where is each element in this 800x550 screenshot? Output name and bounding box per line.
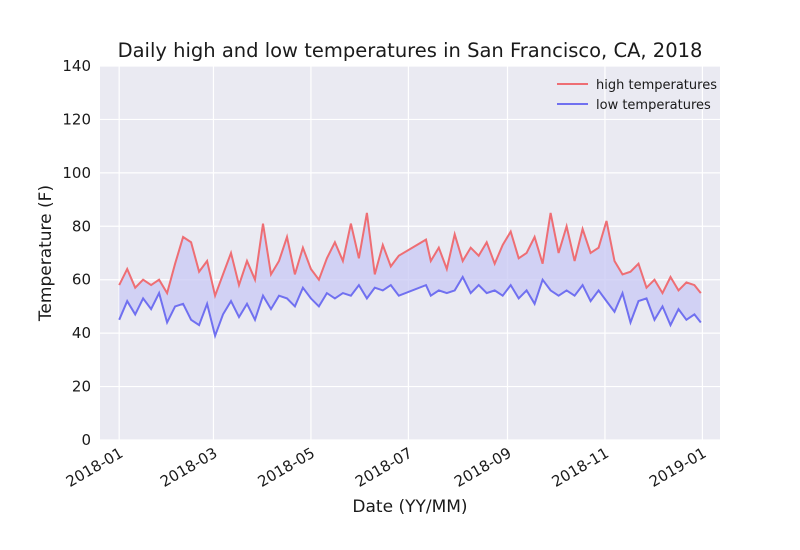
series-line-high: [118, 212, 702, 300]
x-tick-label: 2019-01: [646, 444, 709, 491]
y-tick-label: 120: [62, 110, 91, 128]
y-tick-label: 60: [72, 271, 91, 289]
legend-label-high: high temperatures: [596, 78, 717, 93]
x-tick-label: 2018-01: [63, 444, 126, 491]
y-tick-label: 80: [72, 217, 91, 235]
chart-title: Daily high and low temperatures in San F…: [118, 39, 703, 62]
y-tick-label: 140: [62, 57, 91, 75]
x-axis-label: Date (YY/MM): [352, 497, 467, 517]
y-axis-label: Temperature (F): [36, 185, 56, 322]
series-line-low: [118, 274, 702, 340]
gridlines: [100, 65, 720, 441]
temperature-range-fill: [119, 212, 701, 336]
x-tick-label: 2018-09: [451, 444, 514, 491]
y-tick-label: 40: [72, 324, 91, 342]
y-tick-label: 0: [81, 431, 91, 449]
x-tick-label: 2018-05: [255, 444, 318, 491]
y-tick-labels: 0 20 40 60 80 100 120 140: [62, 57, 91, 449]
legend-label-low: low temperatures: [596, 98, 711, 113]
x-tick-label: 2018-07: [352, 444, 415, 491]
y-tick-label: 100: [62, 164, 91, 182]
x-tick-label: 2018-03: [157, 444, 220, 491]
legend: high temperatures low temperatures: [557, 78, 717, 113]
x-tick-label: 2018-11: [549, 444, 612, 491]
y-tick-label: 20: [72, 378, 91, 396]
x-tick-labels: 2018-01 2018-03 2018-05 2018-07 2018-09 2018-…: [63, 444, 710, 491]
